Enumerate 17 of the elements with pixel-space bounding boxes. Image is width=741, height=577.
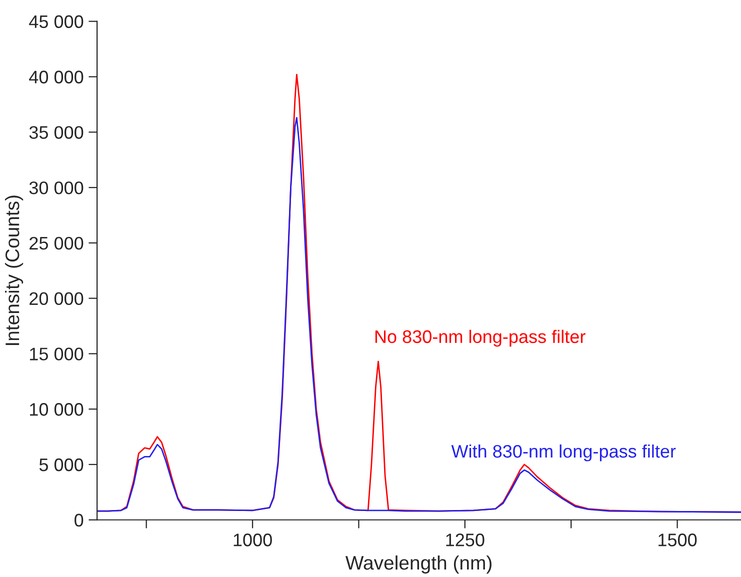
y-tick-label: 15 000 [30,348,84,360]
y-tick-label: 5 000 [39,458,84,472]
x-axis-title: Wavelength (nm) [345,555,492,574]
x-tick-label: 1250 [446,534,484,546]
y-tick-label: 40 000 [29,70,84,84]
y-tick-label: 45 000 [29,15,84,28]
y-tick-label: 10 000 [30,403,84,416]
series-label: No 830-nm long-pass filter [375,330,586,347]
y-tick-label: 0 [74,514,84,527]
y-tick-label: 30 000 [29,181,84,194]
y-tick-label: 25 000 [30,236,84,250]
x-tick-label: 1500 [658,534,697,546]
text: With 830-nm long-pass filter [451,444,676,462]
y-tick-label: 20 000 [30,292,84,306]
y-tick-label: 35 000 [29,126,84,139]
x-tick-label: 1000 [234,534,272,546]
y-axis-title: Intensity (Counts) [4,196,24,345]
